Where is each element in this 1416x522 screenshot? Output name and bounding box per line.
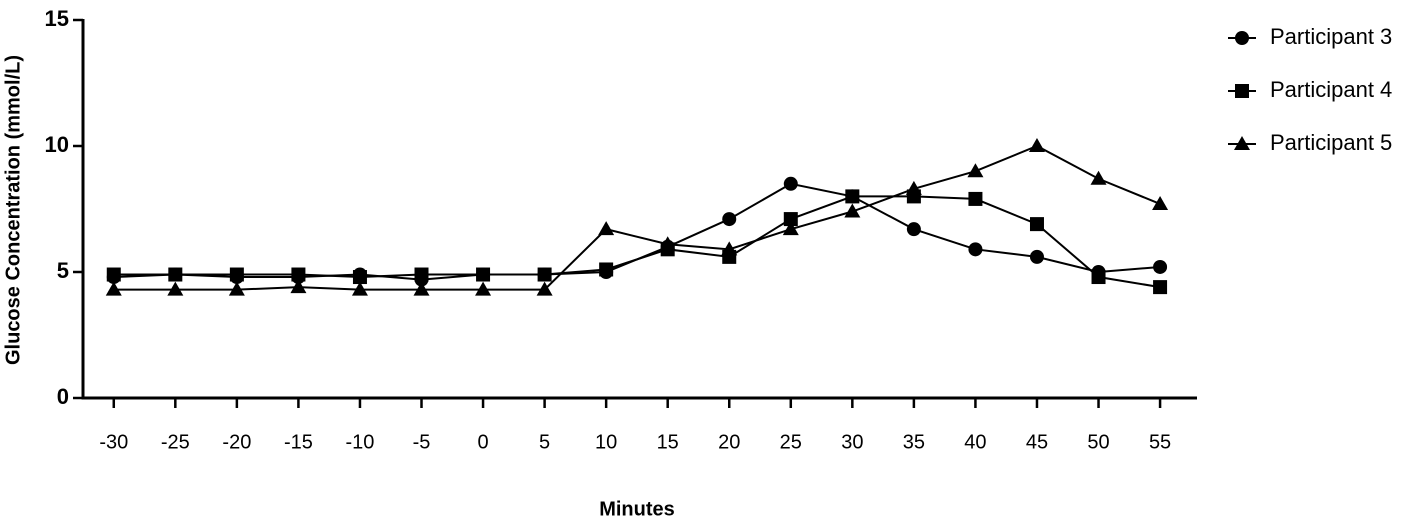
marker [659, 236, 676, 251]
x-tick-label: -25 [161, 431, 190, 453]
x-tick-label: -10 [346, 431, 375, 453]
x-axis-label: Minutes [599, 498, 675, 520]
marker [352, 270, 367, 285]
x-tick-label: 55 [1149, 431, 1171, 453]
legend-marker [1235, 84, 1249, 98]
marker [167, 281, 184, 296]
marker [168, 267, 183, 282]
y-tick-label: 10 [45, 132, 69, 157]
legend-marker [1235, 31, 1249, 45]
marker [106, 267, 121, 282]
marker [413, 281, 430, 296]
marker [476, 267, 491, 282]
x-tick-label: 45 [1026, 431, 1048, 453]
y-tick-label: 15 [45, 6, 69, 31]
legend-label: Participant 3 [1270, 24, 1392, 49]
x-tick-label: 25 [780, 431, 802, 453]
series-line [113, 195, 1161, 289]
marker [291, 267, 306, 282]
marker [782, 221, 799, 236]
marker [968, 191, 983, 206]
marker [783, 176, 798, 191]
marker [475, 281, 492, 296]
series-line [113, 182, 1161, 281]
marker [414, 267, 429, 282]
x-tick-label: 40 [964, 431, 986, 453]
x-tick-label: -20 [222, 431, 251, 453]
x-tick-label: 30 [841, 431, 863, 453]
x-tick-label: -15 [284, 431, 313, 453]
marker [351, 281, 368, 296]
marker [229, 267, 244, 282]
marker [783, 212, 798, 227]
x-tick-label: 35 [903, 431, 925, 453]
marker [105, 281, 122, 296]
marker [599, 262, 614, 277]
legend-label: Participant 5 [1270, 130, 1392, 155]
x-tick-label: 5 [539, 431, 550, 453]
x-tick-label: -5 [413, 431, 431, 453]
x-tick-label: 10 [595, 431, 617, 453]
x-tick-label: 15 [657, 431, 679, 453]
marker [598, 221, 615, 236]
y-axis-label: Glucose Concentration (mmol/L) [2, 55, 24, 365]
marker [1153, 280, 1168, 295]
marker [1029, 249, 1044, 264]
legend-label: Participant 4 [1270, 77, 1392, 102]
marker [906, 222, 921, 237]
marker [1029, 217, 1044, 232]
marker [844, 203, 861, 218]
x-tick-label: 0 [477, 431, 488, 453]
series-line [113, 144, 1161, 291]
y-tick-label: 0 [57, 384, 69, 409]
marker [1091, 270, 1106, 285]
marker [228, 281, 245, 296]
marker [968, 242, 983, 257]
y-tick-label: 5 [57, 258, 69, 283]
legend-marker [1234, 136, 1250, 150]
x-tick-label: -30 [99, 431, 128, 453]
marker [1028, 138, 1045, 152]
x-tick-label: 50 [1087, 431, 1109, 453]
marker [905, 180, 922, 195]
marker [536, 281, 553, 296]
marker [1153, 259, 1168, 274]
marker [290, 279, 307, 294]
marker [721, 241, 738, 256]
x-tick-label: 20 [718, 431, 740, 453]
marker [967, 163, 984, 178]
marker [1090, 170, 1107, 185]
marker [845, 189, 860, 204]
marker [537, 267, 552, 282]
marker [722, 212, 737, 227]
marker [1152, 195, 1169, 210]
